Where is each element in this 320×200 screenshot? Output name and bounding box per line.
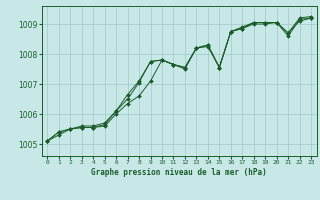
X-axis label: Graphe pression niveau de la mer (hPa): Graphe pression niveau de la mer (hPa)	[91, 168, 267, 177]
